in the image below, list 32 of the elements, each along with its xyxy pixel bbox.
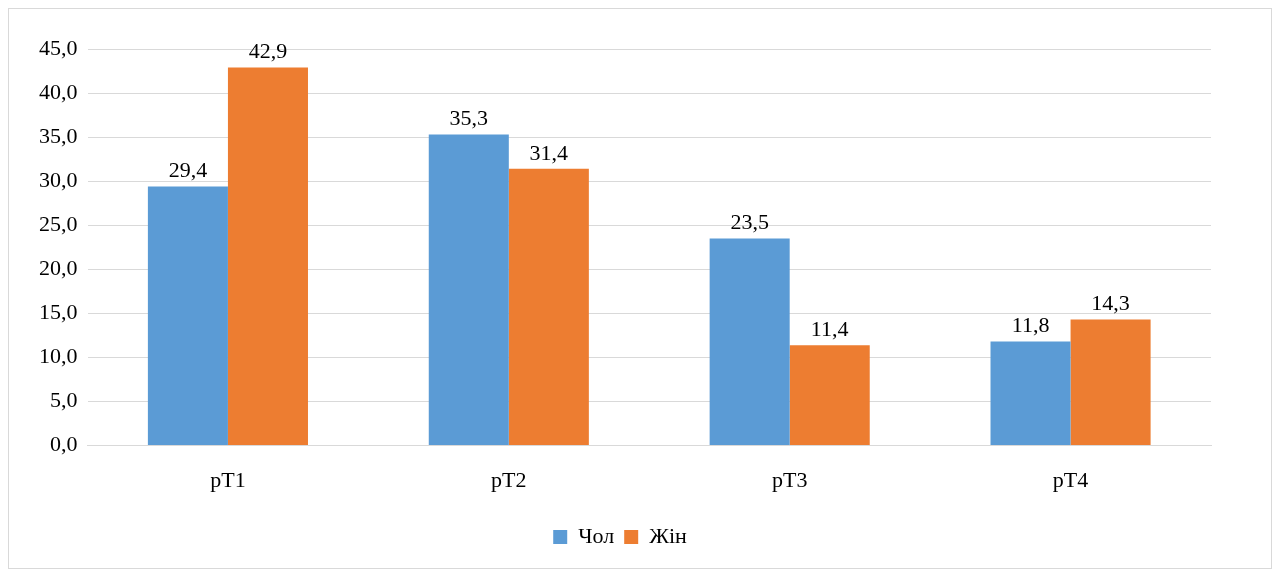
data-label: 29,4 <box>168 157 208 183</box>
bar <box>147 186 228 446</box>
y-tick-label: 35,0 <box>39 122 78 148</box>
data-label: 23,5 <box>730 209 769 235</box>
y-tick-label: 5,0 <box>50 387 78 413</box>
y-tick-label: 30,0 <box>39 166 78 192</box>
y-tick-label: 0,0 <box>50 431 78 457</box>
y-tick-label: 40,0 <box>39 78 78 104</box>
x-tick-label: рТ3 <box>771 466 808 492</box>
bar <box>508 168 589 446</box>
y-tick-label: 25,0 <box>39 211 78 237</box>
data-label: 11,8 <box>1011 312 1050 338</box>
bar <box>709 238 790 446</box>
y-tick-label: 15,0 <box>39 299 78 325</box>
data-label: 14,3 <box>1091 290 1130 316</box>
y-tick-label: 45,0 <box>39 34 78 60</box>
y-tick-label: 20,0 <box>39 255 78 281</box>
x-tick-label: рТ4 <box>1052 466 1089 492</box>
legend-label: Жін <box>649 522 688 548</box>
bar <box>1070 319 1151 446</box>
bar <box>789 345 870 446</box>
y-tick-label: 10,0 <box>39 343 78 369</box>
x-tick-label: рТ1 <box>210 466 246 492</box>
data-label: 42,9 <box>248 38 288 64</box>
data-label: 31,4 <box>529 139 569 165</box>
data-label: 35,3 <box>449 105 489 131</box>
x-tick-label: рТ2 <box>491 466 527 492</box>
bar <box>227 67 308 446</box>
data-label: 11,4 <box>810 315 849 341</box>
bar <box>990 341 1071 446</box>
legend-label: Чол <box>578 522 615 548</box>
bar <box>428 134 509 446</box>
